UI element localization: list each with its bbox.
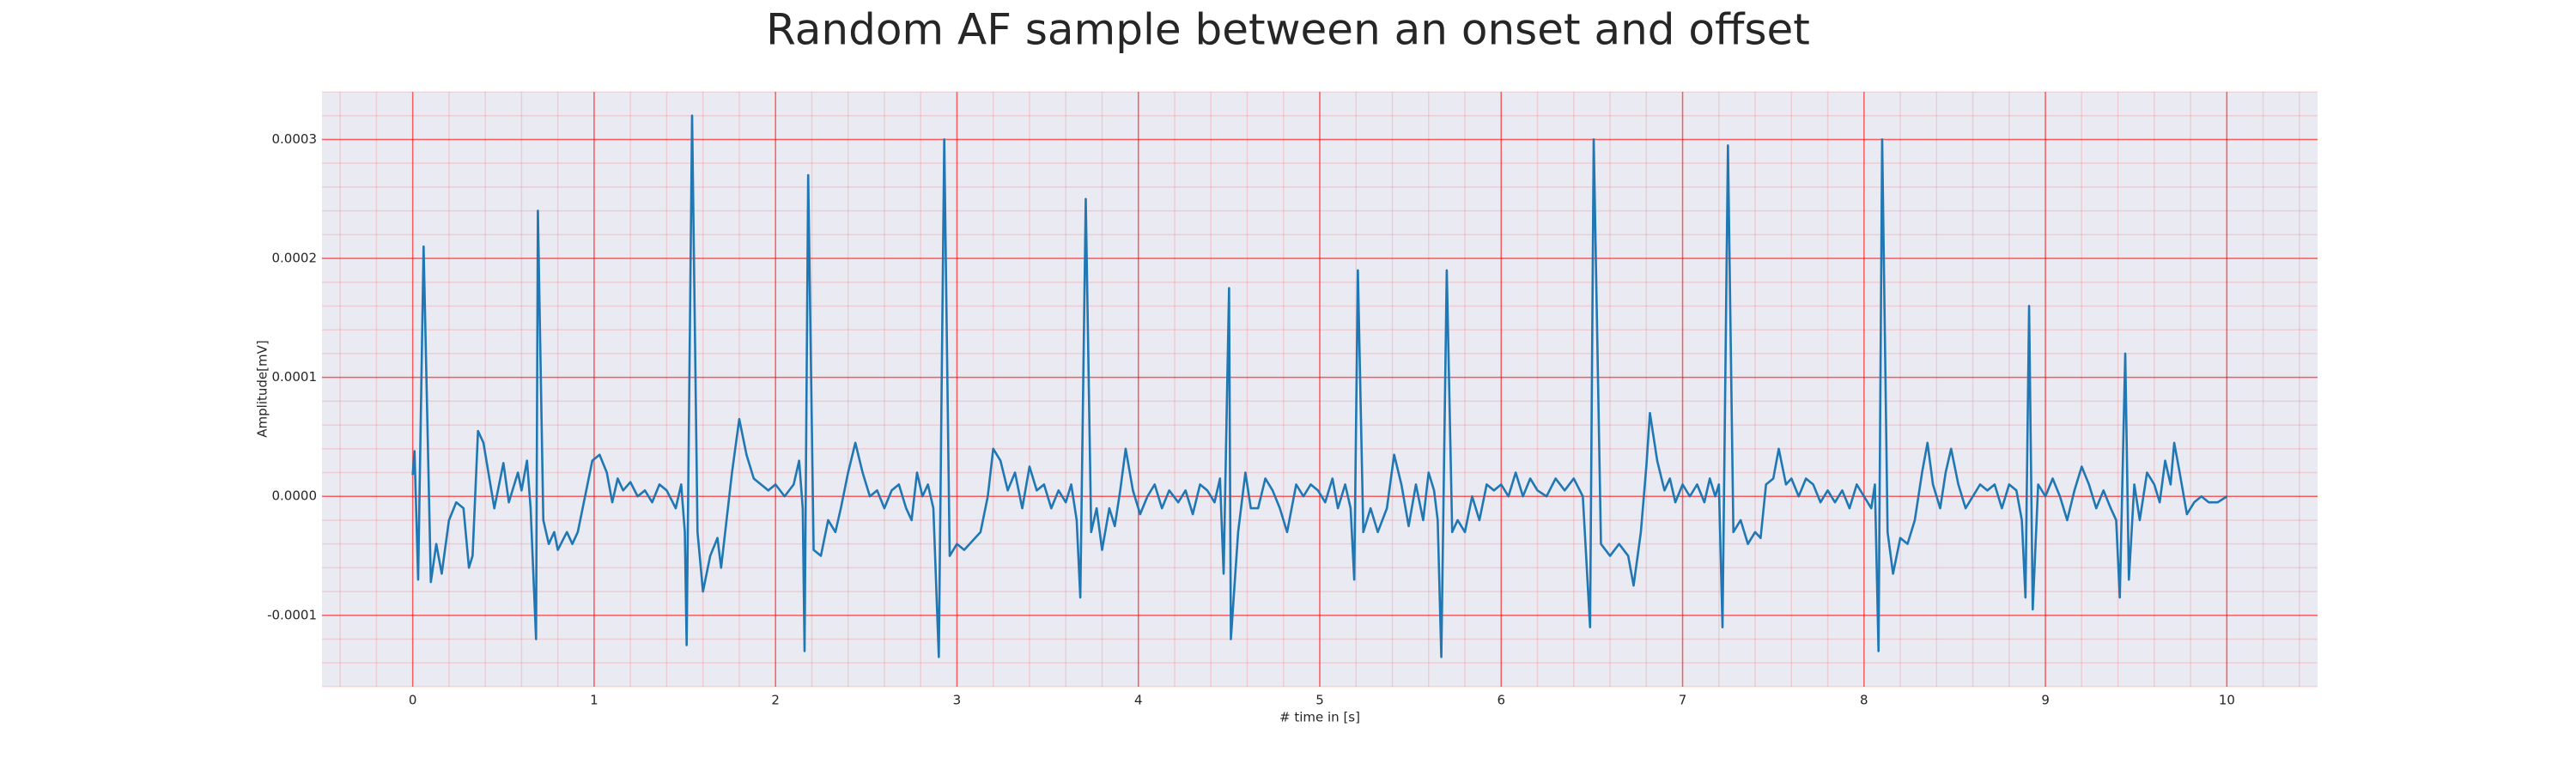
x-tick-label: 2 [771, 693, 780, 708]
x-tick-label: 1 [590, 693, 598, 708]
chart-title: Random AF sample between an onset and of… [766, 5, 1810, 55]
x-tick-label: 8 [1860, 693, 1868, 708]
x-tick-label: 10 [2219, 693, 2235, 708]
y-tick-label: 0.0003 [272, 131, 318, 147]
y-tick-label: 0.0002 [272, 251, 318, 266]
x-tick-label: 4 [1134, 693, 1143, 708]
plot-lines [411, 114, 2228, 658]
y-axis-label: Amplitude[mV] [255, 340, 270, 437]
x-tick-label: 5 [1315, 693, 1324, 708]
signal-line [411, 114, 2228, 658]
y-tick-label: -0.0001 [267, 607, 317, 622]
x-axis-label: # time in [s] [1279, 710, 1360, 725]
x-tick-label: 3 [953, 693, 962, 708]
grid [322, 91, 2318, 688]
y-tick-label: 0.0001 [272, 369, 318, 385]
x-tick-label: 0 [409, 693, 417, 708]
x-tick-label: 6 [1497, 693, 1505, 708]
y-tick-label: 0.0000 [272, 488, 318, 504]
x-tick-label: 7 [1679, 693, 1687, 708]
tick-labels: 0 1 2 3 4 5 6 7 8 9 10 -0.0001 0.0000 0.0001 0.0002 0.0… [267, 131, 2235, 708]
x-tick-label: 9 [2041, 693, 2050, 708]
